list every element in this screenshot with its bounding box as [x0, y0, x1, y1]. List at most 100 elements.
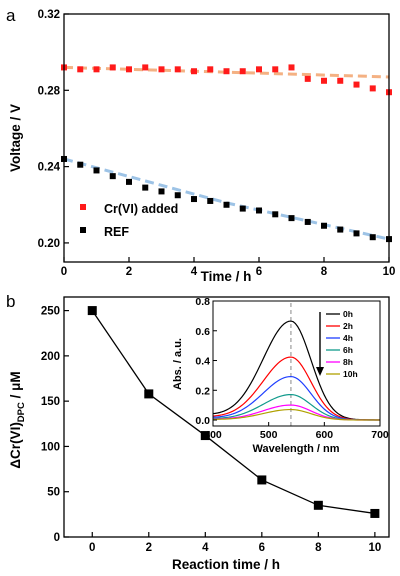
- data-point-cr-vi-added: [207, 66, 214, 73]
- panel-a-x-tick: 4: [191, 266, 198, 278]
- data-point-cr-vi-added: [304, 75, 311, 82]
- data-point-cr-vi-added: [272, 66, 279, 73]
- panel-a-y-axis-label: Voltage / V: [8, 104, 23, 172]
- data-point-cr-vi-added: [158, 66, 165, 73]
- panel-a-x-tick: 2: [126, 266, 132, 278]
- data-point-cr-vi-added: [239, 68, 246, 75]
- panel-a: a 0 2 4 6 8 10 0.20 0.24 0.28 0.32 Time …: [6, 6, 395, 284]
- data-point-ref: [142, 184, 149, 191]
- inset-x-tick: 400: [204, 429, 222, 441]
- inset-y-tick: 0.8: [195, 296, 210, 308]
- data-point-ref: [239, 205, 246, 212]
- reaction-series-line: [91, 310, 375, 515]
- inset-legend: 0h 2h 4h 6h 8h 10h: [316, 309, 358, 379]
- data-point-ref: [369, 234, 376, 241]
- data-point-ref: [126, 178, 132, 185]
- inset-legend-label-4h: 4h: [343, 333, 353, 343]
- inset-frame: [212, 300, 381, 427]
- panel-a-x-tick: 10: [383, 266, 396, 278]
- reaction-data-point: [87, 306, 97, 316]
- inset-ticks: [212, 300, 381, 426]
- reaction-data-point: [313, 500, 323, 510]
- panel-b-x-tick: 10: [368, 542, 381, 554]
- data-point-cr-vi-added: [174, 66, 181, 73]
- panel-b-x-tick: 4: [202, 542, 209, 554]
- legend-marker-ref: [80, 227, 86, 233]
- data-point-ref: [288, 215, 295, 222]
- inset-x-tick: 600: [316, 429, 334, 441]
- inset-x-tick: 500: [260, 429, 278, 441]
- data-point-ref: [191, 196, 197, 203]
- data-point-ref: [337, 226, 344, 233]
- y-label-main: ΔCr(VI): [8, 422, 23, 468]
- inset-legend-label-8h: 8h: [343, 357, 353, 367]
- data-point-ref: [256, 207, 262, 214]
- panel-b-y-tick: 50: [47, 487, 60, 499]
- data-point-cr-vi-added: [109, 64, 116, 71]
- panel-b-marks: [87, 306, 380, 518]
- data-point-ref: [321, 222, 327, 229]
- panel-a-x-tick: 0: [61, 266, 67, 278]
- inset-y-tick: 0.0: [195, 415, 210, 427]
- y-label-subscript: DPC: [16, 402, 27, 422]
- panel-a-label: a: [6, 6, 16, 25]
- panel-b-x-tick: 2: [146, 542, 152, 554]
- inset-y-tick: 0.6: [195, 326, 210, 338]
- data-point-ref: [174, 192, 181, 199]
- data-point-ref: [158, 188, 165, 195]
- panel-a-x-tick: 8: [321, 266, 328, 278]
- data-point-cr-vi-added: [126, 66, 132, 73]
- panel-a-y-tick: 0.32: [38, 9, 60, 21]
- panel-b-x-tick: 8: [315, 542, 322, 554]
- data-point-cr-vi-added: [191, 68, 197, 75]
- legend-label-ref: REF: [104, 225, 129, 239]
- data-point-ref: [207, 197, 214, 204]
- panel-b-y-tick: 0: [54, 532, 60, 544]
- panel-a-y-tick: 0.28: [38, 85, 61, 97]
- inset-legend-label-10h: 10h: [343, 369, 358, 379]
- inset-x-tick: 700: [371, 429, 389, 441]
- panel-b-y-tick: 100: [41, 441, 60, 453]
- data-point-cr-vi-added: [142, 64, 149, 71]
- panel-b-x-axis-label: Reaction time / h: [172, 557, 280, 572]
- panel-b-frame: [63, 296, 390, 538]
- data-point-ref: [77, 161, 84, 168]
- panel-b-ticks: [64, 309, 376, 538]
- data-point-ref: [93, 167, 100, 174]
- inset-y-tick: 0.2: [195, 385, 210, 397]
- panel-b-x-tick: 0: [89, 542, 95, 554]
- inset-legend-label-0h: 0h: [343, 309, 353, 319]
- panel-a-ticks: [63, 13, 390, 262]
- panel-b-y-tick: 150: [41, 396, 60, 408]
- panel-a-y-tick: 0.24: [38, 162, 61, 174]
- panel-a-marks: [61, 64, 392, 243]
- inset-y-axis-label: Abs. / a.u.: [172, 338, 184, 390]
- inset-background: [213, 301, 380, 426]
- decreasing-trend-arrow-head: [316, 367, 324, 376]
- data-point-cr-vi-added: [369, 85, 376, 92]
- data-point-cr-vi-added: [256, 66, 262, 73]
- data-point-ref: [223, 201, 230, 208]
- panel-a-x-axis-label: Time / h: [201, 269, 252, 284]
- inset-x-axis-label: Wavelength / nm: [253, 443, 340, 455]
- panel-b-y-tick: 200: [41, 351, 60, 363]
- reaction-data-point: [370, 508, 380, 518]
- panel-a-frame: [63, 13, 390, 263]
- legend-marker-cr-vi-added: [80, 204, 86, 210]
- data-point-ref: [304, 218, 311, 225]
- inset-y-tick: 0.4: [195, 356, 210, 368]
- panel-b: b 0 2 4 6 8 10 0 50 100 150 200 250 Reac…: [6, 292, 390, 572]
- panel-a-x-tick: 6: [256, 266, 262, 278]
- data-point-cr-vi-added: [321, 77, 327, 84]
- inset-marks: [212, 303, 381, 426]
- panel-b-label: b: [6, 292, 15, 311]
- data-point-cr-vi-added: [288, 64, 295, 71]
- data-point-cr-vi-added: [77, 66, 84, 73]
- legend-label-cr-vi-added: Cr(VI) added: [104, 202, 178, 216]
- data-point-cr-vi-added: [337, 77, 344, 84]
- data-point-ref: [109, 173, 116, 180]
- panel-b-y-tick: 250: [41, 306, 60, 318]
- data-point-cr-vi-added: [353, 81, 360, 88]
- reaction-data-point: [257, 475, 267, 485]
